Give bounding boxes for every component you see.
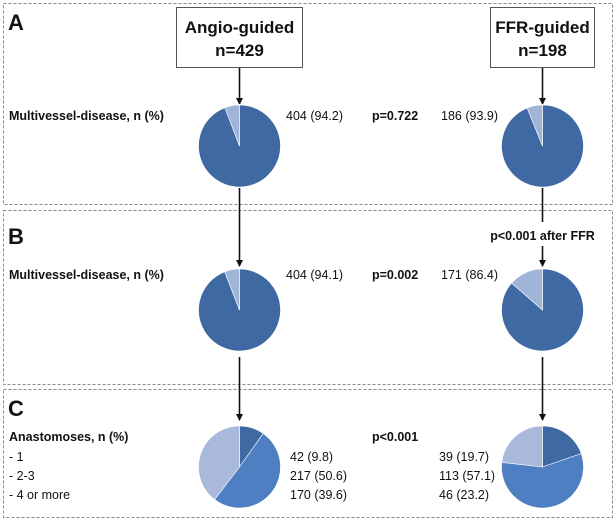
panel-c-right-value-2: 113 (57.1): [439, 469, 495, 483]
panel-c-p-value: p<0.001: [372, 430, 418, 444]
panel-c-row-label: Anastomoses, n (%): [9, 430, 128, 444]
panel-a-letter: A: [8, 10, 24, 35]
panel-c-border: [3, 389, 613, 518]
angio-group-box: [176, 7, 303, 68]
panel-c-left-value-3: 170 (39.6): [290, 488, 347, 502]
panel-b-p-value: p=0.002: [372, 268, 418, 282]
panel-a-right-pie-slice-2: [526, 104, 543, 147]
panel-c-right-value-3: 46 (23.2): [439, 488, 489, 502]
panel-b-right-pie-slice-2: [511, 268, 543, 311]
panel-c-right-value-1: 39 (19.7): [439, 450, 489, 464]
panel-a-p-value: p=0.722: [372, 109, 418, 123]
panel-c-left-value-1: 42 (9.8): [290, 450, 333, 464]
panel-a-left-value: 404 (94.2): [286, 109, 343, 123]
ffr-group-box: [490, 7, 595, 68]
panel-c-category-3: - 4 or more: [9, 488, 70, 502]
panel-c-letter: C: [8, 396, 24, 421]
panel-b-annotation: p<0.001 after FFR: [490, 229, 595, 243]
panel-c-left-pie-slice-3: [198, 425, 240, 500]
angio-group-n: n=429: [215, 41, 264, 60]
panel-c-category-1: - 1: [9, 450, 24, 464]
pie-charts: [197, 104, 585, 509]
ffr-group-n: n=198: [518, 41, 567, 60]
panel-a-right-value: 186 (93.9): [441, 109, 498, 123]
panel-c-left-value-2: 217 (50.6): [290, 469, 347, 483]
panel-c-right-pie-slice-2: [501, 453, 584, 509]
panel-b-letter: B: [8, 224, 24, 249]
panel-c-category-2: - 2-3: [9, 469, 35, 483]
angio-group-title: Angio-guided: [185, 18, 295, 37]
panel-b-left-value: 404 (94.1): [286, 268, 343, 282]
panel-c-left-pie-slice-2: [214, 433, 281, 509]
panel-b-right-value: 171 (86.4): [441, 268, 498, 282]
ffr-group-title: FFR-guided: [495, 18, 589, 37]
panel-b-left-pie-slice-2: [224, 268, 240, 311]
panel-b-border: [3, 210, 613, 385]
panel-a-left-pie-slice-2: [224, 104, 240, 147]
panel-c-right-pie-slice-3: [501, 425, 543, 468]
panel-b-row-label: Multivessel-disease, n (%): [9, 268, 164, 282]
panel-a-right-pie-slice-1: [501, 104, 584, 188]
panel-a-row-label: Multivessel-disease, n (%): [9, 109, 164, 123]
